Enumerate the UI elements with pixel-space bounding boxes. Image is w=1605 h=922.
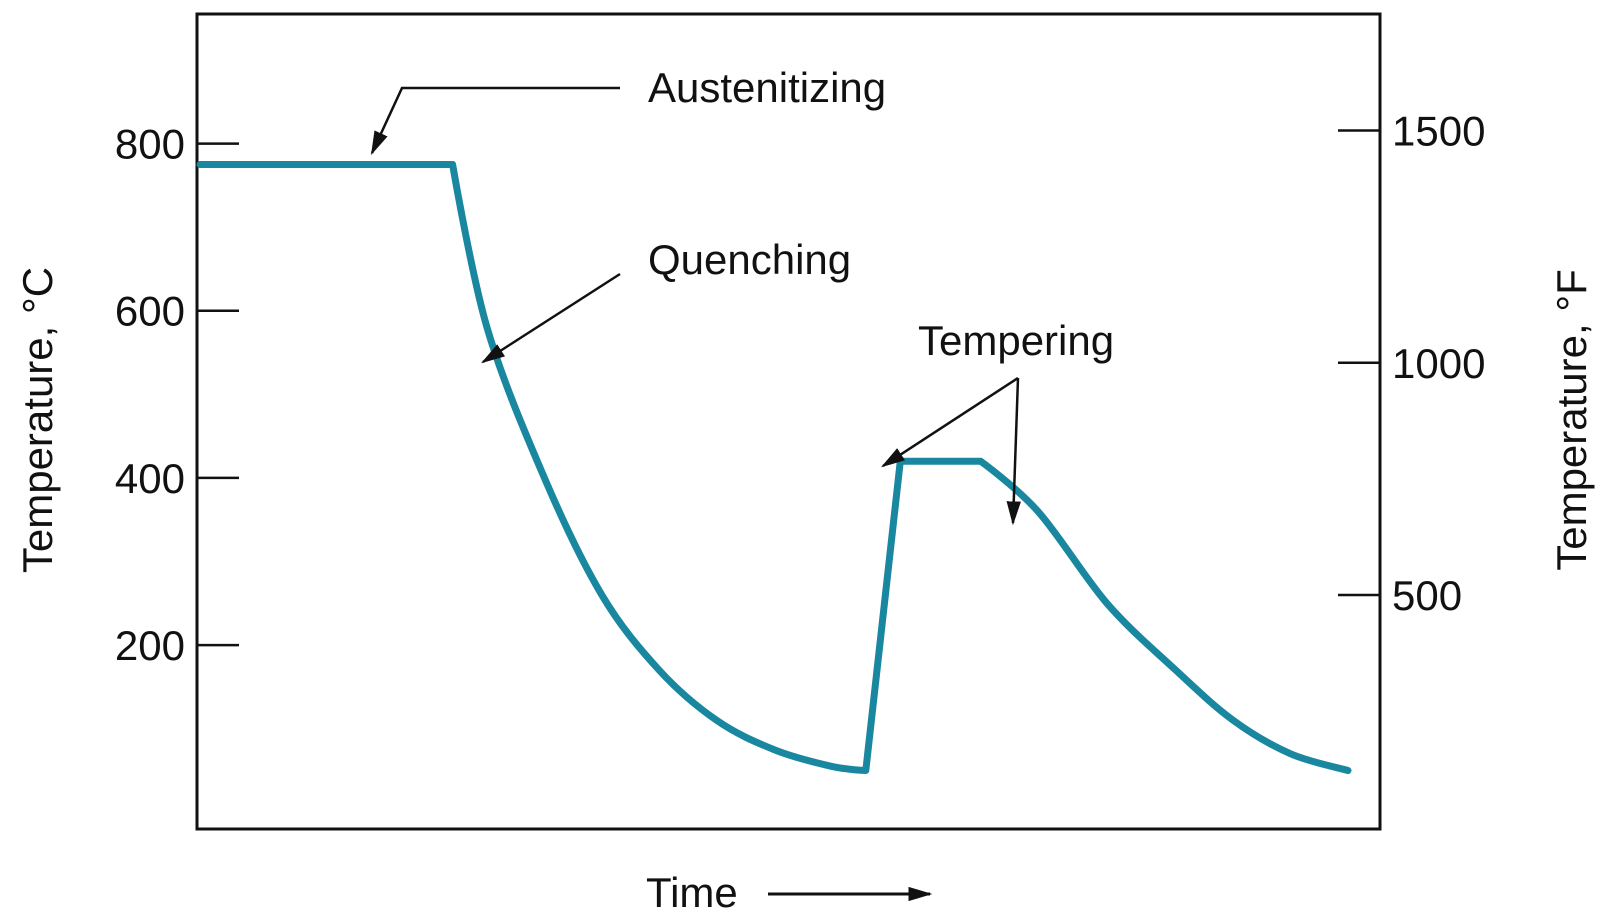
right-axis-ticks: 1500 1000 500 <box>1338 108 1485 619</box>
quenching-label: Quenching <box>648 236 851 283</box>
tempering-label: Tempering <box>918 317 1114 364</box>
austenitizing-label: Austenitizing <box>648 64 886 111</box>
left-axis-ticks: 800 600 400 200 <box>115 121 239 669</box>
tempering-leader-cool <box>1006 377 1021 526</box>
left-tick-label: 400 <box>115 455 185 502</box>
quenching-leader <box>480 272 621 364</box>
right-tick-label: 1500 <box>1392 108 1485 155</box>
plot-frame <box>195 12 1382 831</box>
y-axis-left-title: Temperature, °C <box>14 267 61 573</box>
x-axis-title: Time <box>646 869 738 916</box>
left-tick-label: 200 <box>115 622 185 669</box>
left-tick-label: 600 <box>115 288 185 335</box>
right-tick-label: 500 <box>1392 572 1462 619</box>
temperature-curve <box>196 161 1352 774</box>
right-tick-label: 1000 <box>1392 340 1485 387</box>
austenitizing-leader <box>370 86 620 156</box>
y-axis-right-title: Temperature, °F <box>1548 269 1595 571</box>
left-tick-label: 800 <box>115 121 185 168</box>
tempering-leader-hold <box>880 376 1019 468</box>
